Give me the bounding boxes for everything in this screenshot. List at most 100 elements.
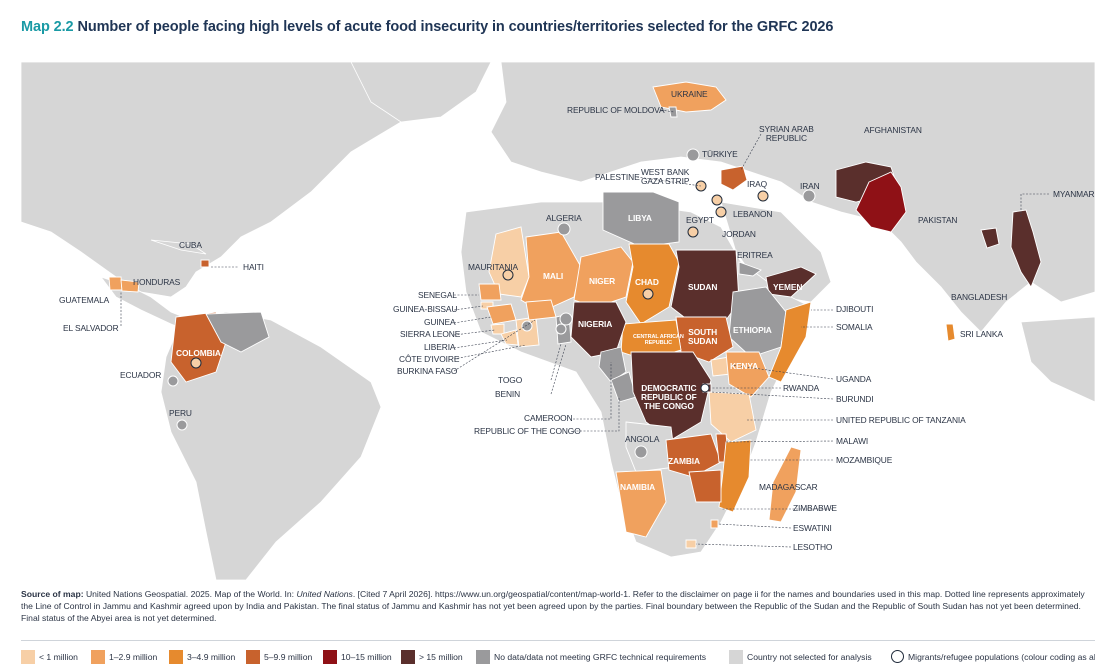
country-mali bbox=[520, 231, 582, 313]
source-label: Source of map: bbox=[21, 589, 84, 599]
marker-ecuador bbox=[167, 375, 179, 387]
label-guatemala: GUATEMALA bbox=[59, 295, 110, 305]
label-peru: PERU bbox=[169, 408, 192, 418]
leader-liberia bbox=[453, 339, 508, 349]
country-libya bbox=[602, 191, 680, 248]
label-turkiye: TÜRKIYE bbox=[702, 149, 738, 159]
country-madagascar bbox=[768, 446, 802, 523]
label-haiti: HAITI bbox=[243, 262, 264, 272]
legend-item-3-4-9: 3–4.9 million bbox=[169, 650, 235, 664]
label-myanmar: MYANMAR bbox=[1053, 189, 1095, 199]
marker-cameroon bbox=[555, 323, 567, 335]
label-pakistan: PAKISTAN bbox=[918, 215, 958, 225]
migrant-markers bbox=[167, 148, 816, 459]
legend-item-5-9-9: 5–9.9 million bbox=[246, 650, 312, 664]
leader-congo bbox=[573, 397, 620, 432]
country-zambia bbox=[665, 433, 722, 478]
country-mozambique bbox=[718, 439, 752, 513]
label-cotedivoire: CÔTE D'IVOIRE bbox=[399, 354, 460, 364]
label-togo: TOGO bbox=[498, 375, 523, 385]
legend-label: 1–2.9 million bbox=[109, 652, 158, 662]
country-ukraine bbox=[652, 81, 727, 113]
legend-swatch bbox=[729, 650, 743, 664]
country-angola bbox=[625, 421, 677, 473]
legend-divider bbox=[21, 640, 1095, 641]
legend-swatch bbox=[91, 650, 105, 664]
marker-algeria bbox=[557, 222, 571, 236]
legend-item-10-15: 10–15 million bbox=[323, 650, 392, 664]
label-mauritania: MAURITANIA bbox=[468, 262, 519, 272]
marker-iraq bbox=[757, 190, 769, 202]
se-asia-land bbox=[1020, 316, 1095, 403]
label-madagascar: MADAGASCAR bbox=[759, 482, 818, 492]
country-bangladesh bbox=[980, 227, 1000, 249]
label-southsudan: SOUTH SUDAN bbox=[688, 327, 718, 346]
label-ecuador: ECUADOR bbox=[120, 370, 162, 380]
label-ukraine: UKRAINE bbox=[671, 89, 708, 99]
map-title-text: Number of people facing high levels of a… bbox=[77, 19, 834, 35]
label-zambia: ZAMBIA bbox=[668, 456, 700, 466]
label-moldova: REPUBLIC OF MOLDOVA bbox=[567, 105, 665, 115]
country-lesotho bbox=[685, 539, 697, 549]
label-liberia: LIBERIA bbox=[424, 342, 456, 352]
marker-lebanon bbox=[711, 194, 723, 206]
country-myanmar bbox=[1010, 209, 1042, 288]
leader-malawi bbox=[725, 440, 834, 443]
marker-angola bbox=[634, 445, 648, 459]
label-somalia: SOMALIA bbox=[836, 322, 873, 332]
country-niger bbox=[573, 246, 634, 308]
country-sierraleone bbox=[490, 323, 505, 335]
marker-egypt bbox=[687, 226, 699, 238]
legend-item-migrants: Migrants/refugee populations (colour cod… bbox=[891, 650, 1095, 663]
legend-label: 5–9.9 million bbox=[264, 652, 313, 662]
source-italic: United Nations bbox=[296, 589, 353, 599]
label-ethiopia: ETHIOPIA bbox=[733, 325, 772, 335]
legend-swatch bbox=[169, 650, 183, 664]
marker-peru bbox=[176, 419, 188, 431]
legend-label: Country not selected for analysis bbox=[747, 652, 872, 662]
country-somalia bbox=[768, 301, 812, 383]
label-rwanda: RWANDA bbox=[783, 383, 820, 393]
label-guinea: GUINEA bbox=[424, 317, 456, 327]
legend-item-notselected: Country not selected for analysis bbox=[729, 650, 872, 664]
leader-lesotho bbox=[695, 543, 792, 548]
greenland-land bbox=[350, 62, 492, 123]
country-syria bbox=[720, 165, 748, 191]
label-cuba: CUBA bbox=[179, 240, 202, 250]
country-chad bbox=[625, 243, 680, 325]
label-namibia: NAMIBIA bbox=[620, 482, 656, 492]
label-benin: BENIN bbox=[495, 389, 521, 399]
label-honduras: HONDURAS bbox=[133, 277, 181, 287]
label-yemen: YEMEN bbox=[773, 282, 803, 292]
legend-item-nodata: No data/data not meeting GRFC technical … bbox=[476, 650, 706, 664]
country-eswatini bbox=[710, 519, 719, 529]
label-senegal: SENEGAL bbox=[418, 290, 457, 300]
leader-cotedivoire bbox=[453, 344, 527, 360]
label-djibouti: DJIBOUTI bbox=[836, 304, 874, 314]
label-lesotho: LESOTHO bbox=[793, 542, 833, 552]
marker-colombia bbox=[190, 357, 202, 369]
leader-benin bbox=[550, 343, 567, 395]
label-angola: ANGOLA bbox=[625, 434, 660, 444]
leader-togo bbox=[550, 343, 562, 381]
label-guineabissau: GUINEA-BISSAU bbox=[393, 304, 458, 314]
leader-eswatini bbox=[717, 523, 792, 529]
marker-rwanda bbox=[700, 383, 710, 393]
marker-chad bbox=[642, 288, 654, 300]
label-algeria: ALGERIA bbox=[546, 213, 582, 223]
legend-swatch bbox=[21, 650, 35, 664]
label-libya: LIBYA bbox=[628, 213, 652, 223]
world-map: UKRAINE REPUBLIC OF MOLDOVA AFGHANISTAN … bbox=[21, 62, 1095, 580]
legend-item-gt15: > 15 million bbox=[401, 650, 463, 664]
leader-lines bbox=[120, 109, 1049, 548]
source-text-1: United Nations Geospatial. 2025. Map of … bbox=[83, 589, 297, 599]
source-text-2: . [Cited 7 April 2026]. https://www.un.o… bbox=[21, 589, 1085, 623]
legend-label: > 15 million bbox=[419, 652, 463, 662]
leader-palestine bbox=[636, 176, 702, 187]
label-nigeria: NIGERIA bbox=[578, 319, 613, 329]
legend-swatch bbox=[246, 650, 260, 664]
label-burkinafaso: BURKINA FASO bbox=[397, 366, 458, 376]
legend-item-lt1: < 1 million bbox=[21, 650, 78, 664]
legend-label: < 1 million bbox=[39, 652, 78, 662]
leader-guinea bbox=[453, 316, 492, 324]
